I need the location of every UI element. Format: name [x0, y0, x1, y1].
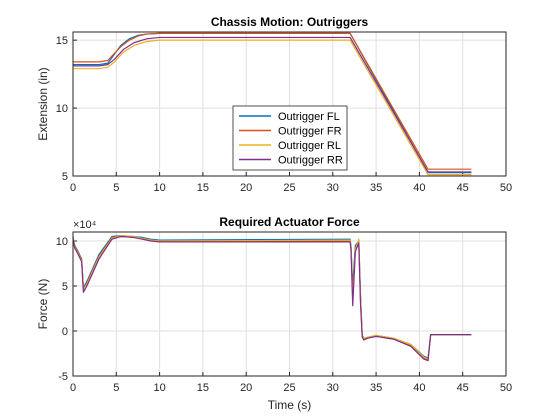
y-axis-label: Extension (in) [36, 67, 50, 140]
x-tick-label: 0 [70, 182, 76, 194]
y-tick-label: 5 [62, 281, 68, 293]
x-tick-label: 50 [500, 182, 512, 194]
axes-box [72, 231, 507, 377]
series-line-outrigger-fr [73, 32, 472, 170]
x-tick-label: 30 [327, 382, 339, 394]
legend-entry: Outrigger FL [278, 111, 340, 123]
x-tick-label: 40 [413, 382, 425, 394]
axes-box [72, 31, 507, 177]
x-tick-label: 35 [370, 382, 382, 394]
x-tick-label: 50 [500, 382, 512, 394]
chart-title: Chassis Motion: Outriggers [211, 15, 369, 29]
x-tick-label: 5 [113, 382, 119, 394]
x-tick-label: 10 [153, 182, 165, 194]
legend-entry: Outrigger RR [278, 155, 343, 167]
x-tick-label: 45 [457, 182, 469, 194]
chart-title: Required Actuator Force [219, 215, 360, 229]
y-tick-label: -5 [58, 371, 68, 383]
x-tick-label: 35 [370, 182, 382, 194]
x-tick-label: 20 [240, 382, 252, 394]
x-tick-label: 25 [283, 182, 295, 194]
x-tick-label: 25 [283, 382, 295, 394]
x-tick-label: 15 [197, 382, 209, 394]
series-group [73, 235, 472, 362]
legend-entry: Outrigger FR [278, 126, 342, 138]
x-tick-label: 15 [197, 182, 209, 194]
series-line-outrigger-rr [73, 235, 472, 362]
x-tick-label: 10 [153, 382, 165, 394]
x-tick-label: 0 [70, 382, 76, 394]
y-axis-label: Force (N) [36, 279, 50, 330]
x-tick-label: 45 [457, 382, 469, 394]
y-exponent-label: ×10⁴ [73, 219, 97, 231]
y-tick-label: 10 [56, 236, 68, 248]
x-tick-label: 30 [327, 182, 339, 194]
y-tick-label: 10 [56, 103, 68, 115]
legend: Outrigger FL Outrigger FR Outrigger RL Outr… [232, 105, 348, 171]
series-line-outrigger-rr [73, 36, 472, 173]
x-tick-label: 20 [240, 182, 252, 194]
x-tick-label: 40 [413, 182, 425, 194]
x-tick-label: 5 [113, 182, 119, 194]
x-axis-label: Time (s) [268, 398, 312, 412]
y-tick-label: 0 [62, 326, 68, 338]
y-tick-label: 15 [56, 35, 68, 47]
series-line-outrigger-rl [73, 39, 472, 176]
legend-entry: Outrigger RL [278, 140, 341, 152]
series-group [73, 32, 472, 176]
y-tick-label: 5 [62, 171, 68, 183]
